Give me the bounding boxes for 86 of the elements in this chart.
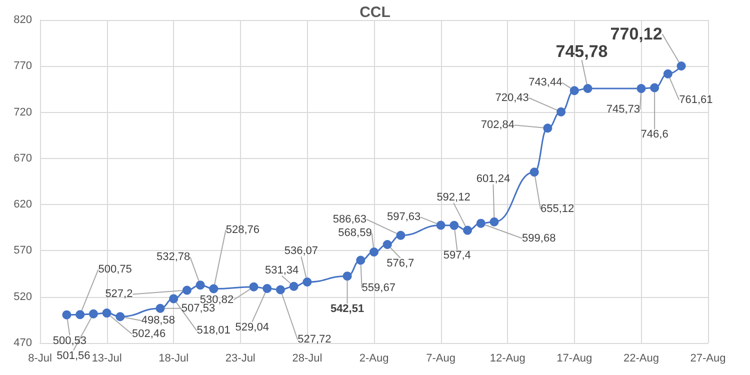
data-label: 599,68	[522, 232, 556, 244]
point	[356, 256, 366, 265]
x-tick-label: 12-Aug	[490, 352, 526, 364]
point	[370, 248, 378, 257]
data-label: 500,75	[98, 264, 132, 276]
x-tick-label: 23-Jul	[225, 352, 256, 364]
data-label: 568,59	[338, 227, 372, 240]
y-tick-label: 620	[14, 198, 32, 211]
data-label: 770,12	[610, 24, 662, 44]
data-label: 528,76	[226, 224, 260, 236]
point	[262, 284, 272, 294]
point	[543, 124, 552, 133]
point	[396, 230, 406, 240]
point	[382, 240, 392, 250]
point	[76, 310, 85, 320]
data-label: 502,46	[132, 328, 166, 340]
data-label: 720,43	[495, 92, 529, 104]
data-label: 559,67	[362, 282, 396, 294]
point	[650, 83, 660, 92]
data-label: 597,63	[386, 211, 421, 224]
x-tick-label: 7-Aug	[426, 352, 456, 364]
point	[102, 308, 112, 318]
x-tick-label: 17-Aug	[556, 352, 592, 364]
y-tick-label: 820	[14, 14, 32, 26]
data-label: 745,78	[556, 42, 608, 61]
point	[289, 282, 298, 291]
point	[490, 217, 499, 226]
data-label: 529,04	[235, 322, 269, 334]
point	[169, 294, 178, 304]
y-tick-label: 520	[14, 290, 32, 303]
point	[249, 282, 258, 292]
data-label: 655,12	[540, 203, 574, 216]
chart-title: CCL	[360, 4, 390, 21]
data-label: 536,07	[284, 245, 318, 258]
point	[342, 272, 352, 281]
point	[530, 168, 539, 177]
point	[570, 86, 579, 96]
point	[636, 84, 646, 94]
x-tick-label: 22-Aug	[623, 352, 659, 364]
data-label: 592,12	[436, 191, 470, 204]
data-label: 498,58	[141, 314, 175, 327]
point	[436, 220, 446, 230]
x-tick-label: 27-Aug	[690, 352, 726, 364]
x-tick-label: 18-Jul	[158, 352, 189, 364]
point	[62, 310, 72, 320]
data-label: 743,44	[528, 76, 562, 89]
data-label: 746,6	[640, 128, 668, 141]
data-label: 702,84	[480, 119, 515, 132]
data-label: 576,7	[386, 258, 414, 270]
data-label: 586,63	[332, 213, 367, 226]
data-label: 761,61	[679, 94, 713, 106]
y-tick-label: 720	[14, 106, 32, 118]
data-label: 597,4	[443, 249, 471, 262]
point	[88, 309, 98, 318]
point	[450, 220, 459, 230]
point	[556, 107, 566, 116]
point	[276, 285, 285, 294]
point	[663, 69, 672, 78]
data-label: 518,01	[196, 324, 230, 337]
data-label: 501,56	[56, 350, 90, 362]
x-tick-label: 13-Jul	[92, 352, 122, 364]
x-tick-label: 28-Jul	[292, 352, 322, 364]
data-label: 527,2	[105, 288, 133, 300]
y-tick-label: 470	[14, 337, 32, 349]
point	[182, 286, 192, 295]
data-label: 500,53	[52, 334, 87, 347]
data-label: 542,51	[330, 303, 364, 316]
point	[196, 280, 205, 290]
data-label: 532,78	[156, 251, 190, 264]
point	[476, 218, 486, 228]
y-tick-label: 770	[14, 60, 32, 72]
data-label: 745,73	[606, 104, 640, 116]
point	[156, 304, 165, 313]
y-tick-label: 670	[14, 152, 32, 164]
point	[209, 284, 218, 294]
x-tick-label: 2-Aug	[359, 352, 389, 364]
point	[583, 84, 592, 93]
data-label: 601,24	[476, 172, 510, 185]
y-tick-label: 570	[14, 244, 32, 257]
data-label: 527,72	[298, 334, 332, 346]
point	[116, 312, 125, 322]
x-tick-label: 8-Jul	[28, 352, 52, 364]
point	[302, 278, 312, 287]
data-label: 531,34	[265, 264, 299, 276]
point	[676, 62, 686, 71]
point	[463, 226, 472, 235]
